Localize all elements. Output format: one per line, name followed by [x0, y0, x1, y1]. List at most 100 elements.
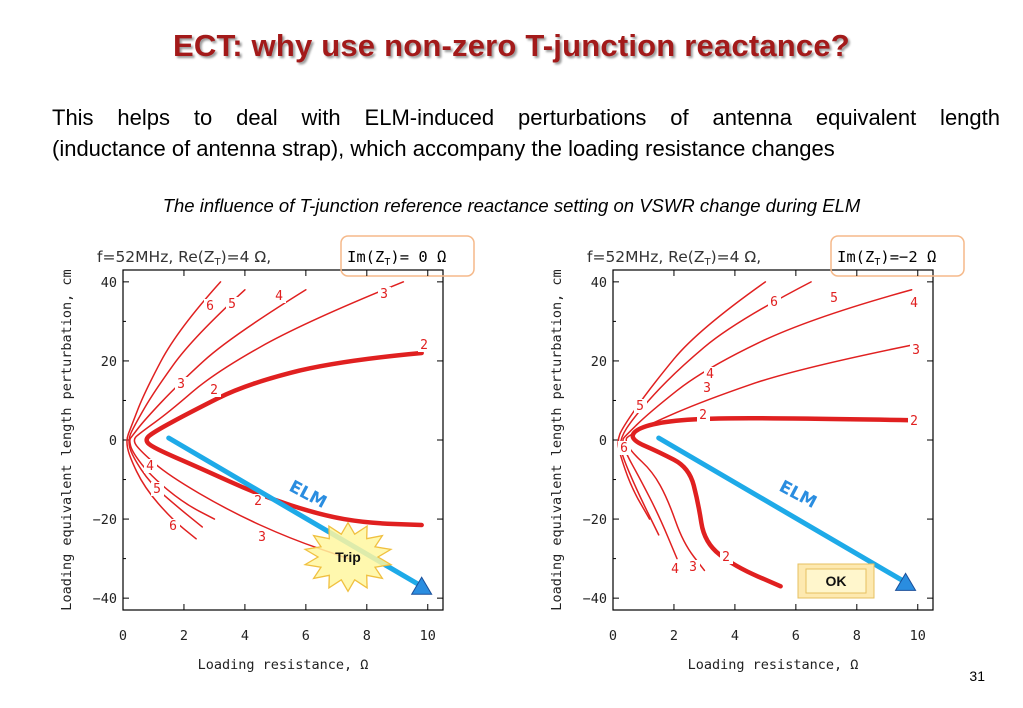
contour-group	[617, 281, 914, 589]
curve-label: 5	[636, 399, 644, 414]
highlight-box	[340, 235, 475, 277]
curve-label: 6	[206, 299, 214, 314]
y-tick-label: −40	[93, 591, 117, 607]
paragraph-line-2: (inductance of antenna strap), which acc…	[52, 136, 835, 161]
curve-label-bg	[167, 519, 180, 533]
im-zt-text: Im(ZT)= 0 Ω	[347, 248, 446, 268]
curve-label: 2	[210, 383, 218, 398]
right-chart: f=52MHz, Re(ZT)=4 Ω, Im(ZT)=−2 Ω40200−20−…	[549, 235, 965, 673]
curve-label: 4	[146, 459, 154, 474]
curve-label-bg	[273, 289, 286, 303]
contour-group	[126, 281, 424, 560]
title-part: )=4 Ω,	[221, 248, 272, 266]
curve-label-bg	[204, 299, 217, 313]
curve-label: 5	[153, 482, 161, 497]
curve-label-bg	[144, 459, 157, 473]
im-zt-text: Im(ZT)=−2 Ω	[837, 248, 936, 268]
x-tick-label: 2	[180, 628, 188, 644]
title-part: Im(Z	[837, 248, 874, 266]
title-subscript: T	[213, 257, 221, 268]
x-tick-label: 8	[363, 628, 371, 644]
curve-label-bg	[669, 562, 682, 576]
curve-label-bg	[618, 441, 631, 455]
x-axis-label: Loading resistance, Ω	[688, 657, 859, 673]
curve-label: 5	[228, 297, 236, 312]
title-part: )=4 Ω,	[711, 248, 762, 266]
curve-label-bg	[697, 408, 710, 422]
page-number: 31	[969, 668, 985, 684]
contour-2	[630, 416, 914, 589]
curve-label: 4	[275, 289, 283, 304]
contour-4	[622, 289, 913, 560]
curve-label: 3	[380, 287, 388, 302]
curve-label: 4	[910, 296, 918, 311]
end-marker	[410, 576, 433, 595]
x-tick-label: 4	[731, 628, 739, 644]
end-marker	[894, 572, 917, 591]
curve-label-bg	[701, 381, 714, 395]
curve-label-bg	[256, 530, 269, 544]
x-tick-label: 4	[241, 628, 249, 644]
y-tick-label: 0	[599, 433, 607, 449]
contour-6	[617, 281, 767, 520]
trip-label: Trip	[335, 549, 361, 565]
title-part: f=52MHz, Re(Z	[97, 248, 214, 266]
curve-label: 6	[620, 441, 628, 456]
curve-label: 4	[671, 562, 679, 577]
curve-label: 2	[699, 408, 707, 423]
curve-label-bg	[252, 494, 265, 508]
curve-label: 2	[722, 550, 730, 565]
chart-title-text: f=52MHz, Re(ZT)=4 Ω,	[587, 248, 761, 268]
curve-label: 2	[420, 338, 428, 353]
ok-scroll-inner	[805, 568, 867, 594]
curve-label-bg	[418, 338, 431, 352]
contour-3	[133, 281, 405, 560]
curve-label-bg	[687, 560, 700, 574]
paragraph-line-1: This helps to deal with ELM-induced pert…	[52, 105, 1000, 130]
left-chart: f=52MHz, Re(ZT)=4 Ω, Im(ZT)= 0 Ω40200−20−…	[59, 235, 475, 673]
elm-trajectory	[656, 435, 909, 585]
curve-label: 2	[910, 414, 918, 429]
x-tick-label: 2	[670, 628, 678, 644]
curve-label: 3	[177, 377, 185, 392]
title-part: f=52MHz, Re(Z	[587, 248, 704, 266]
curve-label-bg	[208, 383, 221, 397]
y-tick-label: −20	[93, 512, 117, 528]
x-tick-label: 0	[119, 628, 127, 644]
y-tick-label: 0	[109, 433, 117, 449]
curve-label: 3	[703, 381, 711, 396]
y-axis-label: Loading equivalent length perturbation, …	[549, 269, 565, 610]
slide-title: ECT: why use non-zero T-junction reactan…	[173, 28, 850, 63]
curve-label-bg	[226, 297, 239, 311]
curve-label-bg	[908, 296, 921, 310]
highlight-box	[830, 235, 965, 277]
chart-title-text: f=52MHz, Re(ZT)=4 Ω,	[97, 248, 271, 268]
title-subscript: T	[874, 257, 880, 268]
x-tick-label: 10	[910, 628, 926, 644]
curve-label: 3	[912, 343, 920, 358]
curve-label-bg	[175, 377, 188, 391]
x-tick-label: 6	[302, 628, 310, 644]
curve-label: 3	[258, 530, 266, 545]
x-tick-label: 6	[792, 628, 800, 644]
title-part: Im(Z	[347, 248, 384, 266]
y-tick-label: 40	[591, 275, 607, 291]
y-axis-label: Loading equivalent length perturbation, …	[59, 269, 75, 610]
figure-caption: The influence of T-junction reference re…	[162, 195, 861, 216]
curve-label-bg	[828, 291, 841, 305]
curve-label: 4	[706, 367, 714, 382]
curve-label: 6	[169, 519, 177, 534]
title-part: )=−2 Ω	[880, 248, 936, 266]
curve-label-bg	[704, 367, 717, 381]
y-tick-label: 40	[101, 275, 117, 291]
x-tick-label: 10	[420, 628, 436, 644]
curve-label-bg	[720, 550, 733, 564]
curve-label: 2	[254, 494, 262, 509]
chart-title: f=52MHz, Re(ZT)=4 Ω, Im(ZT)= 0 Ω	[97, 235, 475, 277]
curve-label-bg	[768, 295, 781, 309]
trip-burst	[303, 521, 393, 593]
curve-label: 5	[830, 291, 838, 306]
title-subscript: T	[384, 257, 390, 268]
x-tick-label: 8	[853, 628, 861, 644]
